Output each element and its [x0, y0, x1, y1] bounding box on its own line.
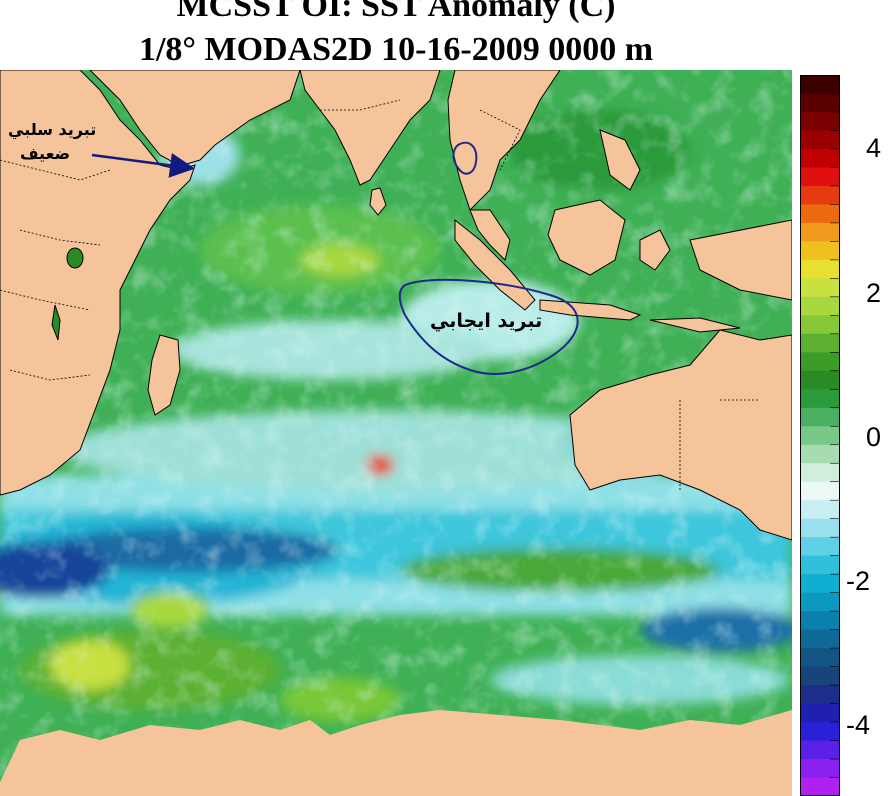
colorbar-swatch	[800, 592, 840, 612]
colorbar-swatch	[800, 148, 840, 168]
colorbar	[800, 75, 840, 796]
colorbar-swatch	[800, 185, 840, 205]
sst-anomaly-map	[0, 70, 792, 796]
colorbar-swatch	[800, 648, 840, 668]
sulawesi-island	[639, 229, 671, 271]
colorbar-swatch	[800, 389, 840, 409]
colorbar-swatch	[800, 130, 840, 150]
colorbar-swatch	[800, 352, 840, 372]
colorbar-swatch	[800, 315, 840, 335]
colorbar-swatch	[800, 407, 840, 427]
colorbar-swatch	[800, 111, 840, 131]
africa-landmass	[0, 70, 196, 496]
colorbar-swatch	[800, 481, 840, 501]
lesser-sunda-islands	[649, 317, 741, 333]
colorbar-swatch	[800, 296, 840, 316]
country-borders	[0, 99, 760, 490]
colorbar-swatch	[800, 574, 840, 594]
sri-lanka	[369, 187, 387, 216]
arabia-landmass	[89, 70, 301, 167]
weak-cooling-label-line1: تبريد سلبي	[8, 120, 97, 139]
colorbar-swatch	[800, 370, 840, 390]
philippines-islands	[599, 129, 641, 191]
land-masses	[0, 70, 792, 796]
colorbar-swatch	[800, 93, 840, 113]
colorbar-swatch	[800, 685, 840, 705]
malay-peninsula	[469, 209, 511, 261]
colorbar-swatch	[800, 259, 840, 279]
colorbar-tick-label: 2	[866, 278, 882, 308]
colorbar-swatch	[800, 555, 840, 575]
southeast-asia-landmass	[447, 70, 561, 211]
colorbar-swatch	[800, 611, 840, 631]
colorbar-swatch	[800, 167, 840, 187]
colorbar-swatches	[800, 75, 840, 796]
india-landmass	[299, 70, 441, 186]
colorbar-swatch	[800, 629, 840, 649]
colorbar-swatch	[800, 777, 840, 796]
map-title-line2: 1/8° MODAS2D 10-16-2009 0000 m	[138, 31, 654, 68]
colorbar-swatch	[800, 222, 840, 242]
colorbar-swatch	[800, 204, 840, 224]
colorbar-swatch	[800, 426, 840, 446]
positive-cooling-label: تبريد ايجابي	[430, 310, 543, 332]
colorbar-swatch	[800, 759, 840, 779]
map-title-line1: MCSST OI: SST Anomaly (C)	[176, 0, 616, 24]
weak-cooling-arrow	[91, 152, 195, 178]
colorbar-swatch	[800, 444, 840, 464]
australia-landmass	[569, 329, 792, 541]
borneo-island	[547, 199, 626, 276]
colorbar-swatch	[800, 463, 840, 483]
colorbar-swatch	[800, 666, 840, 686]
colorbar-swatch	[800, 333, 840, 353]
weak-cooling-label-line2: ضعيف	[20, 144, 71, 163]
colorbar-tick-label: 0	[866, 422, 882, 452]
java-island	[539, 299, 642, 321]
colorbar-swatch	[800, 703, 840, 723]
colorbar-swatch	[800, 75, 840, 94]
madagascar-island	[147, 334, 181, 416]
colorbar-swatch	[800, 740, 840, 760]
colorbar-swatch	[800, 518, 840, 538]
new-guinea-landmass	[689, 219, 792, 301]
antarctica-landmass	[0, 710, 792, 796]
african-lakes	[51, 247, 84, 341]
colorbar-tick-label: -2	[846, 566, 871, 596]
colorbar-swatch	[800, 722, 840, 742]
positive-cooling-outline	[398, 278, 579, 375]
colorbar-swatch	[800, 241, 840, 261]
colorbar-swatch	[800, 278, 840, 298]
colorbar-swatch	[800, 537, 840, 557]
bay-of-bengal-cooling-outline	[452, 141, 478, 175]
colorbar-tick-label: -4	[846, 710, 871, 740]
colorbar-tick-label: 4	[866, 133, 882, 163]
colorbar-swatch	[800, 500, 840, 520]
